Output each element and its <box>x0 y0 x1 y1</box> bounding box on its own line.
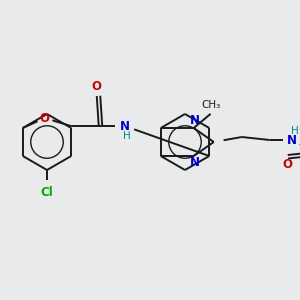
Text: N: N <box>287 134 297 146</box>
Text: O: O <box>283 158 293 172</box>
Text: Cl: Cl <box>40 186 53 199</box>
Text: O: O <box>92 80 102 92</box>
Text: N: N <box>190 157 200 169</box>
Text: N: N <box>190 113 200 127</box>
Text: CH₃: CH₃ <box>201 100 220 110</box>
Text: H: H <box>291 126 298 136</box>
Text: N: N <box>120 119 130 133</box>
Text: H: H <box>123 131 130 141</box>
Text: O: O <box>40 112 50 124</box>
